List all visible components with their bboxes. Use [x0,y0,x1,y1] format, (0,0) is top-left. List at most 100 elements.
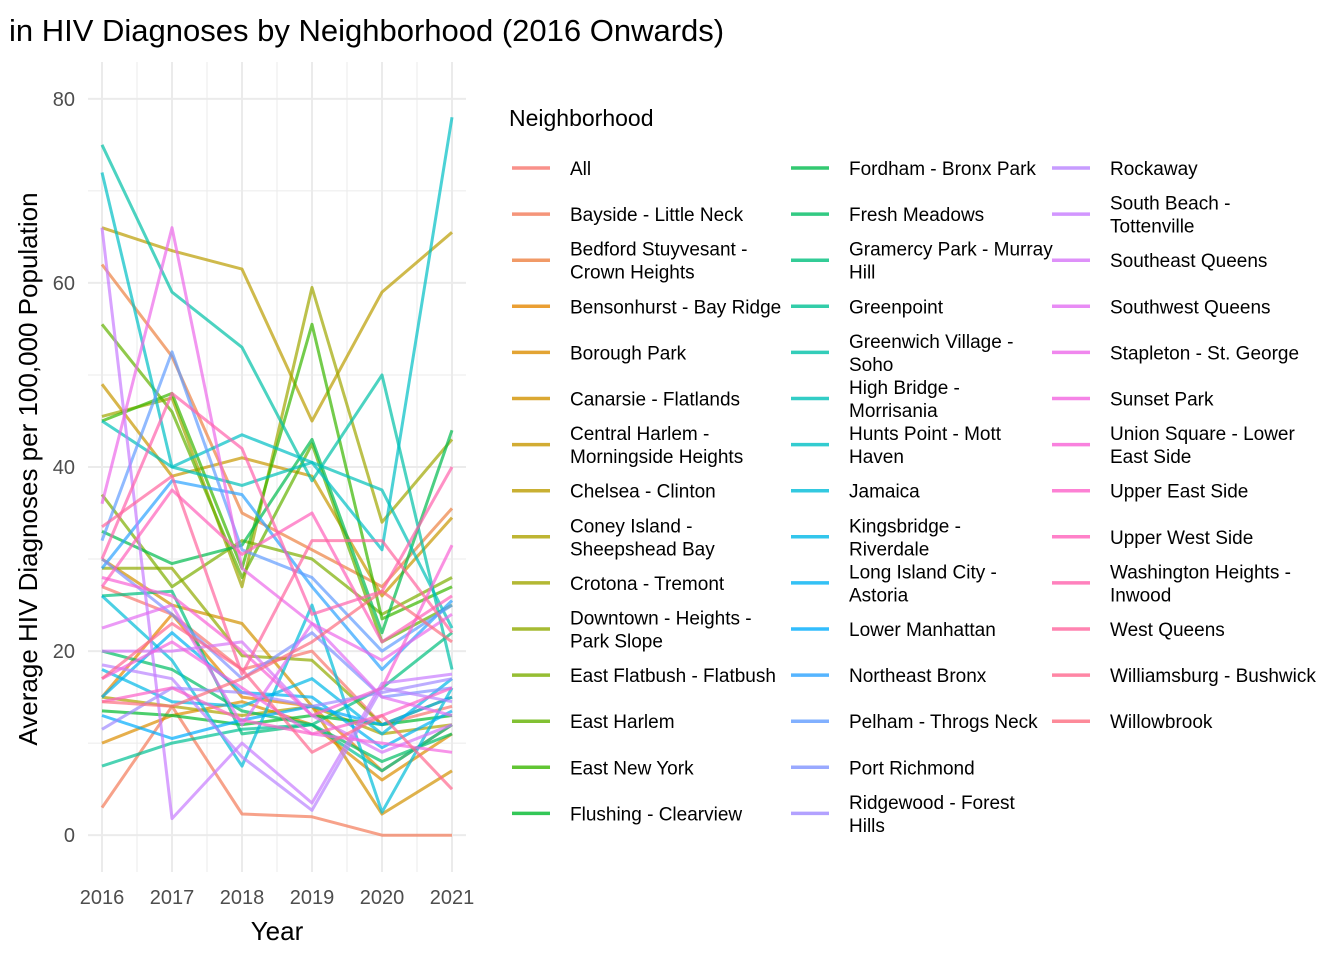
x-tick-label: 2021 [430,887,475,909]
legend-item: South Beach -Tottenville [1052,194,1230,238]
legend-label: Port Richmond [849,758,975,779]
series-line [100,479,454,671]
x-tick-label: 2020 [360,887,405,909]
legend-item: Coney Island -Sheepshead Bay [512,516,715,560]
legend-item: Stapleton - St. George [1052,343,1299,364]
y-tick-label: 60 [53,273,75,295]
legend-label: Pelham - Throgs Neck [849,712,1038,733]
series-line [101,622,454,791]
legend-label: High Bridge -Morrisania [849,378,960,422]
legend-item: Central Harlem -Morningside Heights [512,424,743,468]
legend-label: Bedford Stuyvesant -Crown Heights [570,240,747,284]
y-axis-ticks: 0 20 40 60 80 [53,89,75,847]
legend-item: Hunts Point - Mott Haven [791,424,1002,468]
y-axis-title: Average HIV Diagnoses per 100,000 Popula… [13,192,43,745]
legend-label: Bensonhurst - Bay Ridge [570,297,781,318]
legend-item: Canarsie - Flatlands [512,390,740,411]
series-line [101,226,453,423]
legend-label: Greenwich Village -Soho [849,332,1013,376]
legend-label: Southeast Queens [1110,251,1267,272]
y-tick-label: 0 [64,825,75,847]
legend: All Bayside - Little Neck Bedford Stuyvesa… [512,159,1316,837]
series-line [101,663,453,812]
legend-item: Ridgewood - Forest Hills [791,793,1016,837]
series-line [101,589,453,708]
legend-item: Lower Manhattan [791,620,996,641]
legend-label: Willowbrook [1110,712,1213,733]
chart-title: in HIV Diagnoses by Neighborhood (2016 O… [9,13,724,48]
legend-label: Canarsie - Flatlands [570,390,740,411]
series-line [101,686,453,736]
legend-label: Central Harlem -Morningside Heights [570,424,743,468]
legend-item: Washington Heights -Inwood [1052,562,1291,606]
legend-item: Chelsea - Clinton [512,482,716,503]
legend-label: Coney Island -Sheepshead Bay [570,516,715,560]
legend-label: Union Square - Lower East Side [1110,424,1295,468]
legend-item: Willowbrook [1052,712,1213,733]
legend-label: Kingsbridge -Riverdale [849,516,961,560]
series-line [100,226,453,662]
x-axis-ticks: 2016 2017 2018 2019 2020 2021 [80,887,475,909]
legend-label: Stapleton - St. George [1110,343,1299,364]
x-tick-label: 2017 [150,887,195,909]
legend-item: Williamsburg - Bushwick [1052,666,1316,687]
x-tick-label: 2019 [290,887,335,909]
legend-label: Southwest Queens [1110,297,1271,318]
legend-label: Bayside - Little Neck [570,205,744,226]
legend-title: Neighborhood [509,105,654,131]
legend-item: Port Richmond [791,758,975,779]
legend-label: Lower Manhattan [849,620,996,641]
legend-item: Kingsbridge -Riverdale [791,516,961,560]
legend-item: Union Square - Lower East Side [1052,424,1295,468]
legend-item: Gramercy Park - Murray Hill [791,240,1053,284]
legend-label: All [570,159,591,180]
legend-label: Upper East Side [1110,482,1248,503]
series-line [100,144,454,670]
legend-item: Upper West Side [1052,528,1253,549]
legend-item: Rockaway [1052,159,1198,180]
series-line [101,544,454,717]
legend-item: East New York [512,758,694,779]
series-line [101,419,454,629]
series-line [101,603,453,727]
series-line [101,557,453,699]
series-line [101,286,454,589]
series-line [100,391,454,616]
y-tick-label: 80 [53,89,75,111]
legend-label: East Harlem [570,712,675,733]
series-line [101,649,453,763]
series-line [102,640,453,754]
legend-label: Hunts Point - Mott Haven [849,424,1002,468]
legend-label: East Flatbush - Flatbush [570,666,776,687]
legend-label: Borough Park [570,343,687,364]
legend-item: Bedford Stuyvesant -Crown Heights [512,240,747,284]
legend-label: Fresh Meadows [849,205,984,226]
plot-series [100,116,454,837]
legend-item: Jamaica [791,482,920,503]
legend-label: West Queens [1110,620,1225,641]
legend-item: Flushing - Clearview [512,804,742,825]
legend-label: Downtown - Heights -Park Slope [570,609,752,653]
x-tick-label: 2016 [80,887,125,909]
legend-label: Ridgewood - Forest Hills [849,793,1016,837]
legend-item: Upper East Side [1052,482,1248,503]
legend-label: Fordham - Bronx Park [849,159,1036,180]
x-axis-title: Year [251,916,304,946]
legend-item: Downtown - Heights -Park Slope [512,609,752,653]
legend-label: Washington Heights -Inwood [1110,562,1291,606]
legend-item: Fresh Meadows [791,205,984,226]
legend-label: Chelsea - Clinton [570,482,716,503]
legend-item: Crotona - Tremont [512,574,725,595]
legend-label: Crotona - Tremont [570,574,725,595]
legend-item: West Queens [1052,620,1225,641]
legend-label: Greenpoint [849,297,944,318]
series-line [100,227,453,821]
legend-item: Bayside - Little Neck [512,205,744,226]
legend-item: Long Island City -Astoria [791,562,997,606]
legend-label: Gramercy Park - Murray Hill [849,240,1053,284]
series-line [101,322,453,621]
legend-label: Long Island City -Astoria [849,562,997,606]
legend-label: Upper West Side [1110,528,1253,549]
legend-label: South Beach -Tottenville [1110,194,1230,238]
legend-label: Sunset Park [1110,390,1214,411]
